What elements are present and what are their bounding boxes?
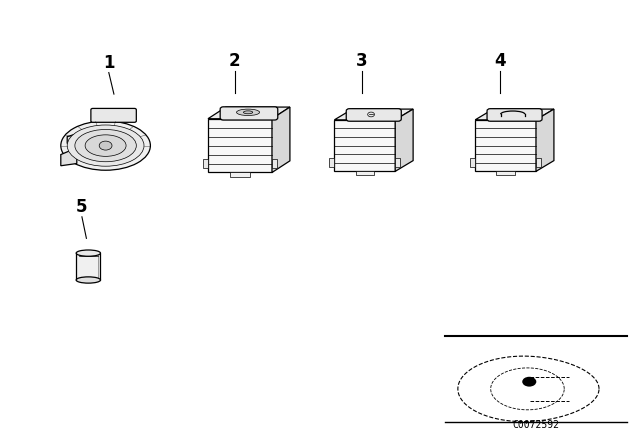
Ellipse shape [76, 277, 100, 283]
Bar [76, 253, 100, 280]
Polygon shape [536, 109, 554, 171]
Ellipse shape [85, 135, 126, 156]
Polygon shape [334, 109, 413, 120]
Polygon shape [208, 119, 272, 172]
Text: 1: 1 [103, 54, 115, 72]
Bar [272, 159, 277, 168]
Ellipse shape [75, 129, 136, 162]
Polygon shape [272, 107, 290, 172]
Polygon shape [61, 148, 77, 166]
Polygon shape [395, 109, 413, 171]
Bar [470, 158, 476, 167]
FancyBboxPatch shape [346, 109, 401, 121]
Bar [497, 171, 515, 176]
Bar [230, 172, 250, 177]
Polygon shape [476, 109, 554, 120]
Text: 2: 2 [229, 52, 241, 70]
Ellipse shape [237, 109, 260, 116]
Bar [329, 158, 334, 167]
Bar [395, 158, 401, 167]
FancyBboxPatch shape [487, 109, 542, 121]
Ellipse shape [67, 125, 144, 166]
Ellipse shape [61, 121, 150, 170]
FancyBboxPatch shape [220, 107, 278, 120]
Circle shape [522, 377, 536, 387]
Text: 4: 4 [495, 52, 506, 70]
Circle shape [99, 141, 112, 150]
Bar [536, 158, 541, 167]
Text: C0072592: C0072592 [513, 420, 559, 430]
Polygon shape [476, 120, 536, 171]
Text: 3: 3 [356, 52, 367, 70]
Bar [203, 159, 208, 168]
Polygon shape [334, 120, 395, 171]
Polygon shape [208, 107, 290, 119]
FancyBboxPatch shape [91, 108, 136, 122]
Text: 5: 5 [76, 198, 88, 216]
Bar [356, 171, 374, 176]
Polygon shape [67, 130, 90, 148]
Ellipse shape [76, 250, 100, 256]
Ellipse shape [243, 111, 253, 114]
